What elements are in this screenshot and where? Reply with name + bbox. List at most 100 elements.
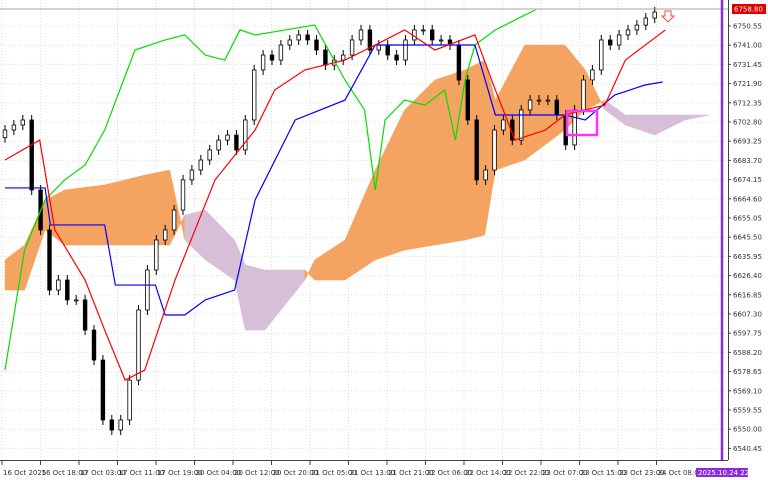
candle-body-bull <box>349 39 355 56</box>
candle <box>599 34 604 75</box>
sell-arrow-icon <box>660 10 676 23</box>
candle <box>91 325 97 366</box>
cloud-segment-bearish <box>604 99 626 126</box>
y-tick-label: 6607.30 <box>733 310 762 318</box>
candle <box>501 114 506 136</box>
candle <box>394 50 399 66</box>
candle-body-bear <box>323 49 328 66</box>
candle <box>447 34 453 51</box>
candle <box>118 414 123 436</box>
grid <box>0 0 728 460</box>
candle <box>465 74 470 126</box>
y-tick-label: 6550.00 <box>733 426 762 434</box>
candle-body-bull <box>358 29 364 41</box>
x-tick-label: 21 Oct 21:00 <box>388 469 434 477</box>
candle-body-bear <box>91 329 97 361</box>
y-tick-label: 6683.70 <box>733 157 762 165</box>
current-price-text: 6758.80 <box>734 6 763 14</box>
candle <box>616 29 622 51</box>
candle-body-bull <box>527 99 533 111</box>
candle-body-bull <box>492 129 497 171</box>
y-tick-label: 6731.45 <box>733 61 762 69</box>
candle-body-bear <box>100 359 106 421</box>
kijun-line <box>5 44 663 316</box>
y-tick-label: 6626.40 <box>733 272 762 280</box>
candle <box>492 125 497 176</box>
cloud-segment-bullish <box>104 174 145 246</box>
candle <box>243 114 248 155</box>
cloud-segment-bullish <box>314 239 346 281</box>
candle-body-bull <box>376 44 381 51</box>
candle <box>590 64 595 86</box>
candle-body-bull <box>287 39 292 46</box>
candle <box>162 224 168 246</box>
x-tick-label: 20 Oct 12:00 <box>234 469 280 477</box>
candle <box>260 50 266 75</box>
y-tick-label: 6645.50 <box>733 234 762 242</box>
candle <box>11 119 17 136</box>
tenkan-line <box>4 29 666 381</box>
candle-body-bull <box>643 17 648 26</box>
candle <box>225 130 230 146</box>
candle-body-bear <box>465 79 470 121</box>
x-tick-label: 16 Oct 2025 <box>3 469 46 477</box>
candle-body-bull <box>118 419 123 431</box>
candle-body-bull <box>590 69 595 81</box>
candle <box>74 294 79 305</box>
y-tick-label: 6741.00 <box>733 42 762 50</box>
y-tick-label: 6750.55 <box>733 23 762 31</box>
candle-body-bull <box>216 139 221 151</box>
indicator-lines <box>4 9 666 381</box>
cloud-segment-bullish <box>434 69 466 246</box>
y-tick-label: 6655.05 <box>733 214 762 222</box>
candle-body-bull <box>599 39 604 71</box>
candle <box>536 95 542 106</box>
candle-body-bear <box>109 419 114 431</box>
chikou-line <box>4 9 536 371</box>
candle-body-bull <box>74 299 79 302</box>
candle <box>180 174 186 216</box>
candle-body-bull <box>154 239 159 271</box>
x-tick-label: 22 Oct 22:00 <box>504 469 550 477</box>
candle <box>305 29 310 45</box>
cloud-segment-bearish <box>264 269 306 331</box>
cloud-segment-bullish <box>304 259 315 281</box>
candle <box>652 7 657 24</box>
candle-body-bull <box>340 54 346 61</box>
candle <box>171 205 177 235</box>
current-price-label: 6758.80 <box>732 4 766 14</box>
candle <box>287 34 292 51</box>
candle-body-bear <box>394 54 399 61</box>
candle <box>145 264 150 316</box>
time-marker-label: 2025.10.24 22:00 <box>696 468 760 477</box>
candle-body-bull <box>251 69 257 121</box>
x-tick-label: 17 Oct 11:00 <box>119 469 165 477</box>
y-tick-label: 6569.10 <box>733 387 762 395</box>
cloud-segment-bearish <box>184 209 206 261</box>
x-tick-label: 22 Oct 14:00 <box>465 469 511 477</box>
candle-body-bull <box>162 229 168 241</box>
candles <box>2 7 657 436</box>
x-tick-label: 23 Oct 15:00 <box>581 469 627 477</box>
candle-body-bear <box>29 119 34 191</box>
candle-body-bear <box>234 134 239 151</box>
x-tick-label: 23 Oct 23:00 <box>619 469 665 477</box>
y-tick-label: 6635.95 <box>733 253 762 261</box>
candle <box>625 24 631 40</box>
y-tick-label: 6693.25 <box>733 138 762 146</box>
candle <box>109 414 114 436</box>
candle <box>278 39 284 66</box>
candle-body-bull <box>545 99 551 102</box>
candle-body-bull <box>189 169 195 181</box>
cloud-segment-bearish <box>245 264 266 331</box>
cloud-segment-bullish <box>374 109 405 261</box>
x-tick-label: 24 Oct 08:00 <box>658 469 704 477</box>
candle-body-bull <box>145 269 150 311</box>
candle-body-bull <box>403 39 408 61</box>
candle <box>136 304 141 386</box>
candle-body-bull <box>652 11 657 19</box>
candle-body-bull <box>136 309 141 381</box>
y-tick-label: 6664.60 <box>733 195 762 203</box>
